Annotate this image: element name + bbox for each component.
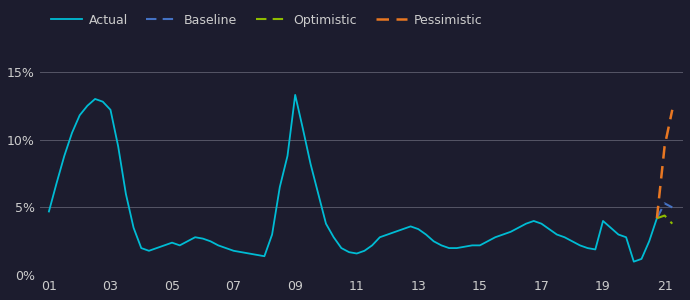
Legend: Actual, Baseline, Optimistic, Pessimistic: Actual, Baseline, Optimistic, Pessimisti… xyxy=(46,9,487,32)
